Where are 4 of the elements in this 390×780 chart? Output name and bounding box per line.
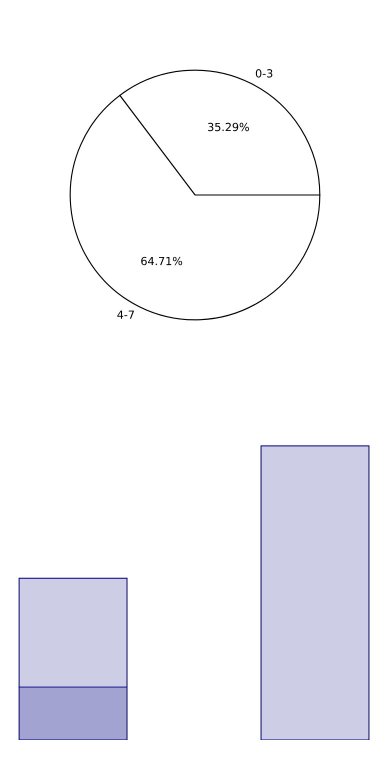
- slice-label: 4-7: [117, 310, 134, 319]
- data-label: 64.71%: [141, 256, 182, 266]
- slice-label: 0-3: [256, 69, 272, 78]
- data-label: 35.29%: [208, 122, 249, 132]
